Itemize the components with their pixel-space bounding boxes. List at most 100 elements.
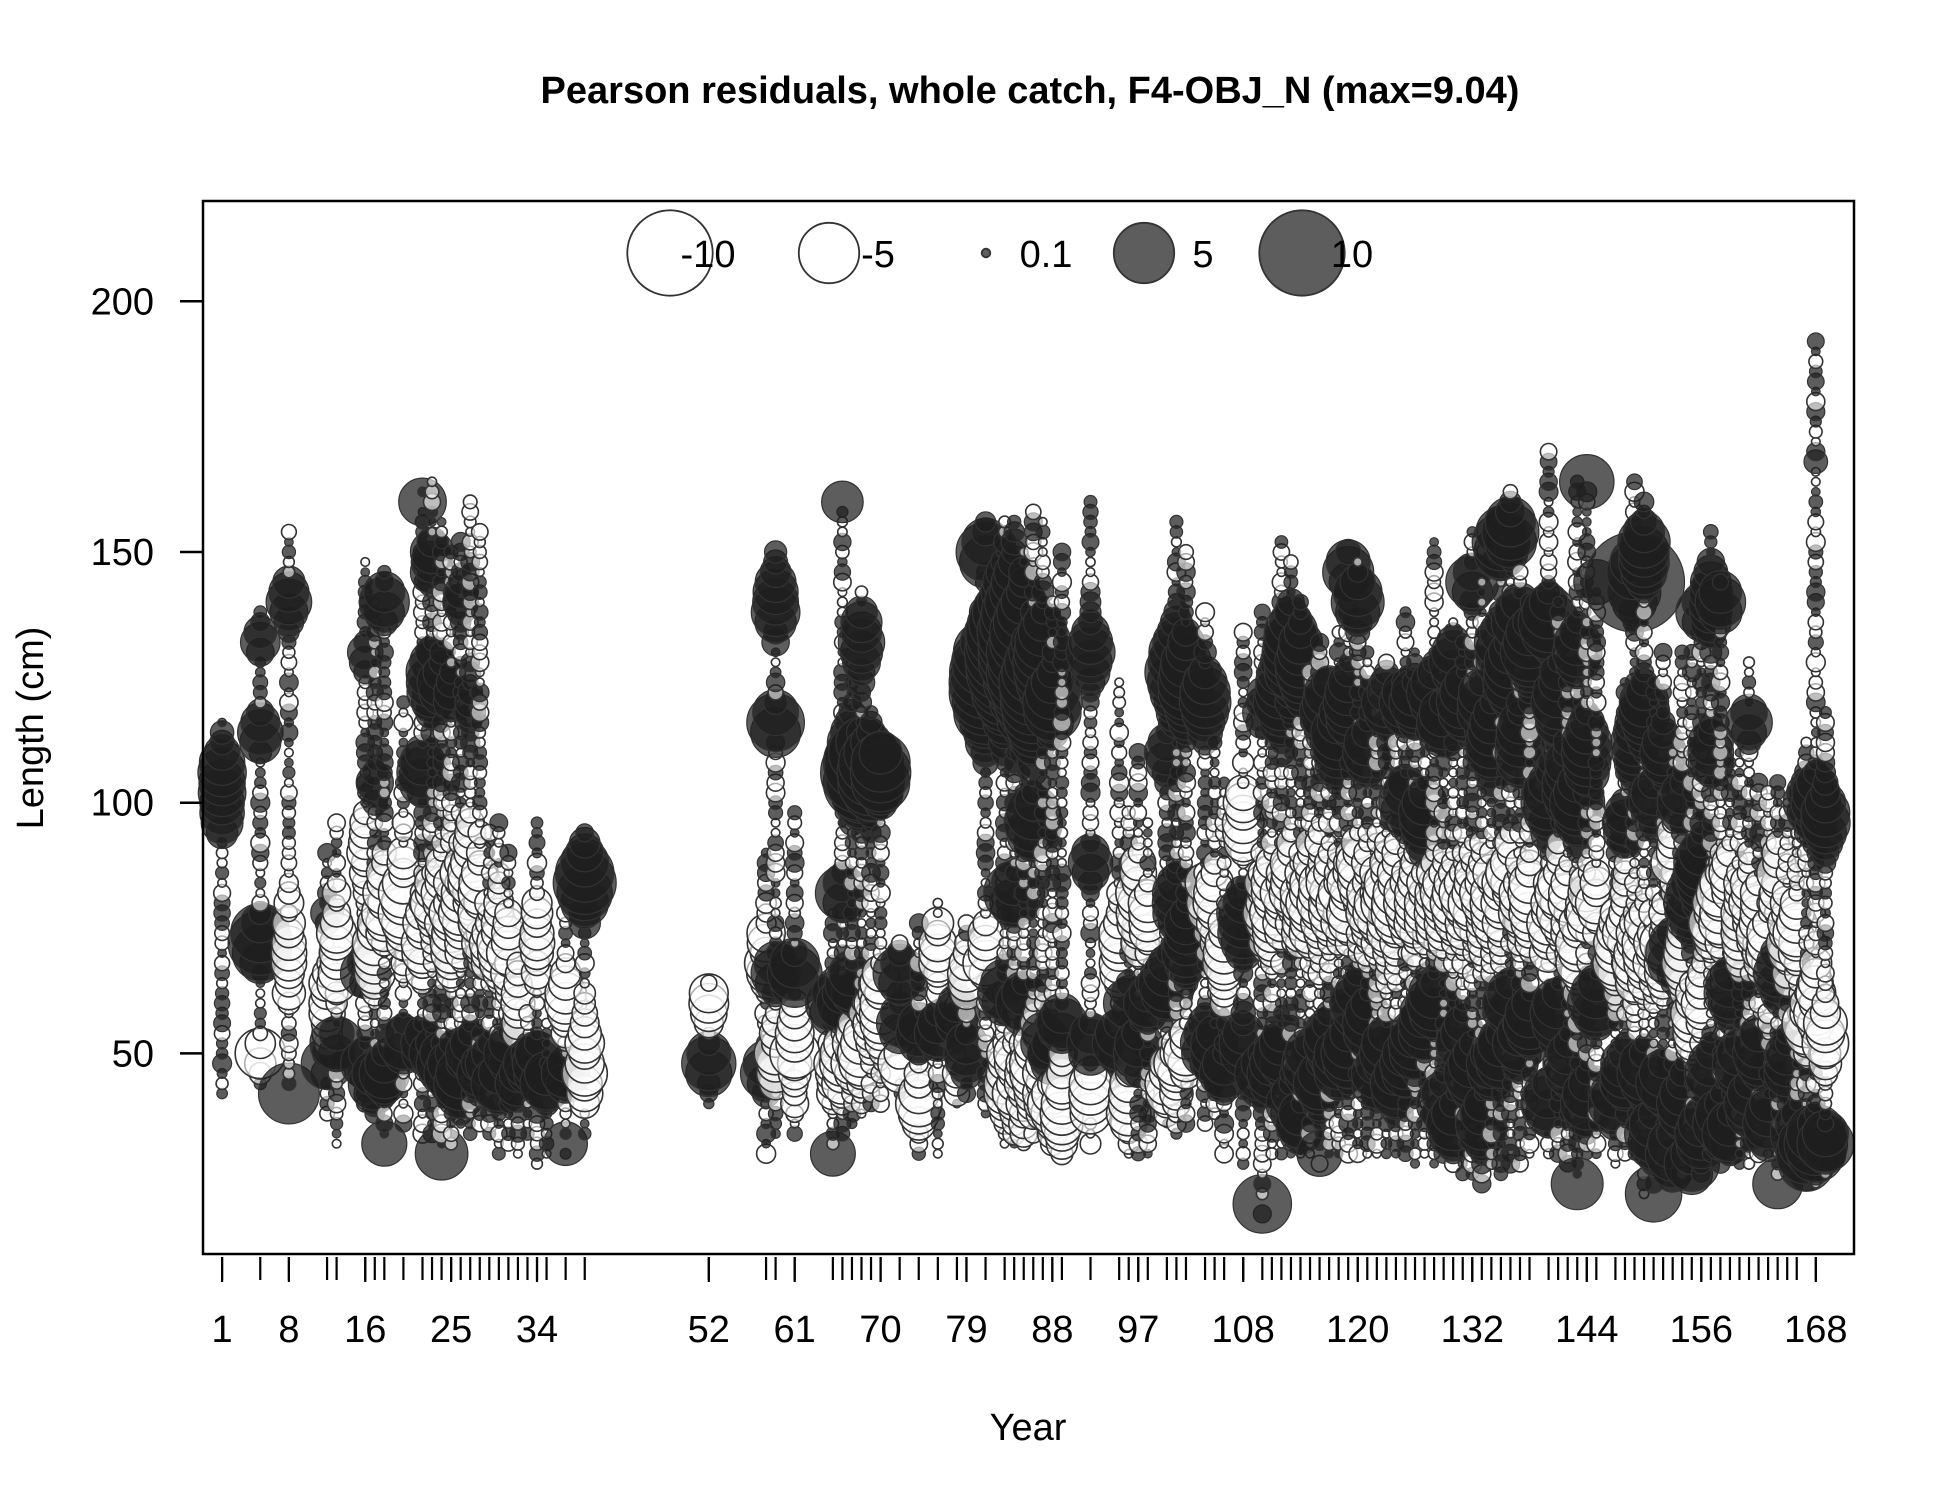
residual-bubble [1559,453,1615,510]
residual-bubble [1016,916,1031,931]
residual-bubble [1235,1145,1251,1162]
residual-bubble [455,978,466,989]
chart-title: Pearson residuals, whole catch, F4-OBJ_N… [541,70,1520,112]
residual-bubble [217,717,228,728]
residual-bubble [1180,757,1192,768]
residual-bubble [932,1098,943,1109]
residual-bubble [1083,966,1097,980]
residual-bubble [1047,627,1058,638]
residual-bubble [1571,516,1583,528]
residual-bubble [436,517,447,527]
residual-bubble [1083,494,1098,509]
residual-bubble [1428,617,1440,628]
residual-bubble [1169,514,1184,530]
residual-bubble [398,1098,409,1109]
residual-bubble [1581,517,1592,527]
residual-bubble [974,511,997,533]
residual-bubble [930,1106,946,1122]
residual-bubble [1571,606,1583,618]
residual-bubble [1209,767,1220,778]
residual-bubble [1085,556,1096,568]
residual-bubble [426,476,438,488]
residual-bubble [1352,556,1363,568]
residual-bubble [1283,554,1299,570]
residual-bubble [1476,576,1487,588]
residual-bubble [1633,491,1655,513]
residual-bubble [856,917,867,929]
residual-bubble [1274,1146,1289,1161]
residual-bubble [1056,847,1067,859]
residual-bubble [215,1076,229,1091]
residual-bubble [331,1128,342,1139]
residual-bubble [1295,978,1306,989]
residual-bubble [281,544,297,560]
residual-bubble [1409,1158,1421,1169]
residual-bubble [1476,806,1488,819]
residual-bubble [1142,827,1153,838]
residual-bubble [445,746,457,759]
residual-bubble [932,907,943,919]
residual-bubble [377,996,391,1010]
residual-bubble [253,776,267,789]
residual-bubble [1142,837,1153,848]
residual-bubble [499,843,518,863]
residual-bubble [472,575,487,590]
residual-bubble [890,934,909,953]
residual-bubble [979,816,992,829]
residual-bubble [1429,537,1439,547]
residual-bubble [1274,535,1289,549]
residual-bubble [253,605,268,620]
residual-bubble [216,857,228,869]
residual-bubble [1056,837,1067,848]
residual-bubble [1056,796,1068,809]
residual-bubble [579,977,591,989]
residual-bubble [1380,1148,1392,1160]
residual-bubble [331,1018,342,1029]
residual-bubble [360,567,371,577]
residual-bubble [254,997,266,1009]
residual-bubble [474,787,486,799]
residual-bubble [1233,622,1253,642]
residual-bubble [769,666,782,679]
residual-bubble [1194,602,1216,623]
residual-bubble [1181,797,1191,808]
residual-bubble [398,1008,409,1019]
residual-bubble [932,897,944,909]
residual-bubble [787,805,803,821]
residual-bubble [1206,734,1223,751]
residual-bubble [1542,506,1555,518]
residual-bubble [379,988,390,999]
residual-bubble [1502,483,1519,500]
residual-bubble [1448,617,1459,628]
residual-bubble [1438,777,1449,788]
residual-bubble [1018,908,1029,918]
residual-bubble [1360,645,1375,660]
residual-bubble [398,807,409,819]
residual-bubble [1476,587,1487,597]
residual-bubble [1037,516,1048,528]
residual-bubble [284,757,294,768]
residual-bubble [1590,736,1602,748]
residual-bubble [821,480,864,524]
residual-bubble [1056,627,1068,638]
residual-bubble [1426,544,1442,560]
residual-bubble [489,813,509,833]
residual-bubble [1056,677,1067,688]
residual-bubble [1522,745,1537,760]
residual-bubble [283,777,295,788]
residual-bubble [1410,647,1420,658]
residual-bubble [1276,988,1287,999]
residual-bubble [1629,857,1640,869]
residual-bubble [1638,1028,1650,1039]
residual-bubble [1055,826,1069,840]
residual-bubble [379,737,390,748]
residual-bubble [1638,857,1650,869]
residual-bubble [1408,1147,1422,1161]
residual-bubble [1292,593,1309,611]
residual-bubble [873,936,888,950]
residual-bubble [255,887,266,899]
residual-bubble [1399,606,1412,619]
residual-bubble [863,705,879,720]
residual-bubble [1024,503,1042,521]
residual-bubble [1539,442,1558,461]
